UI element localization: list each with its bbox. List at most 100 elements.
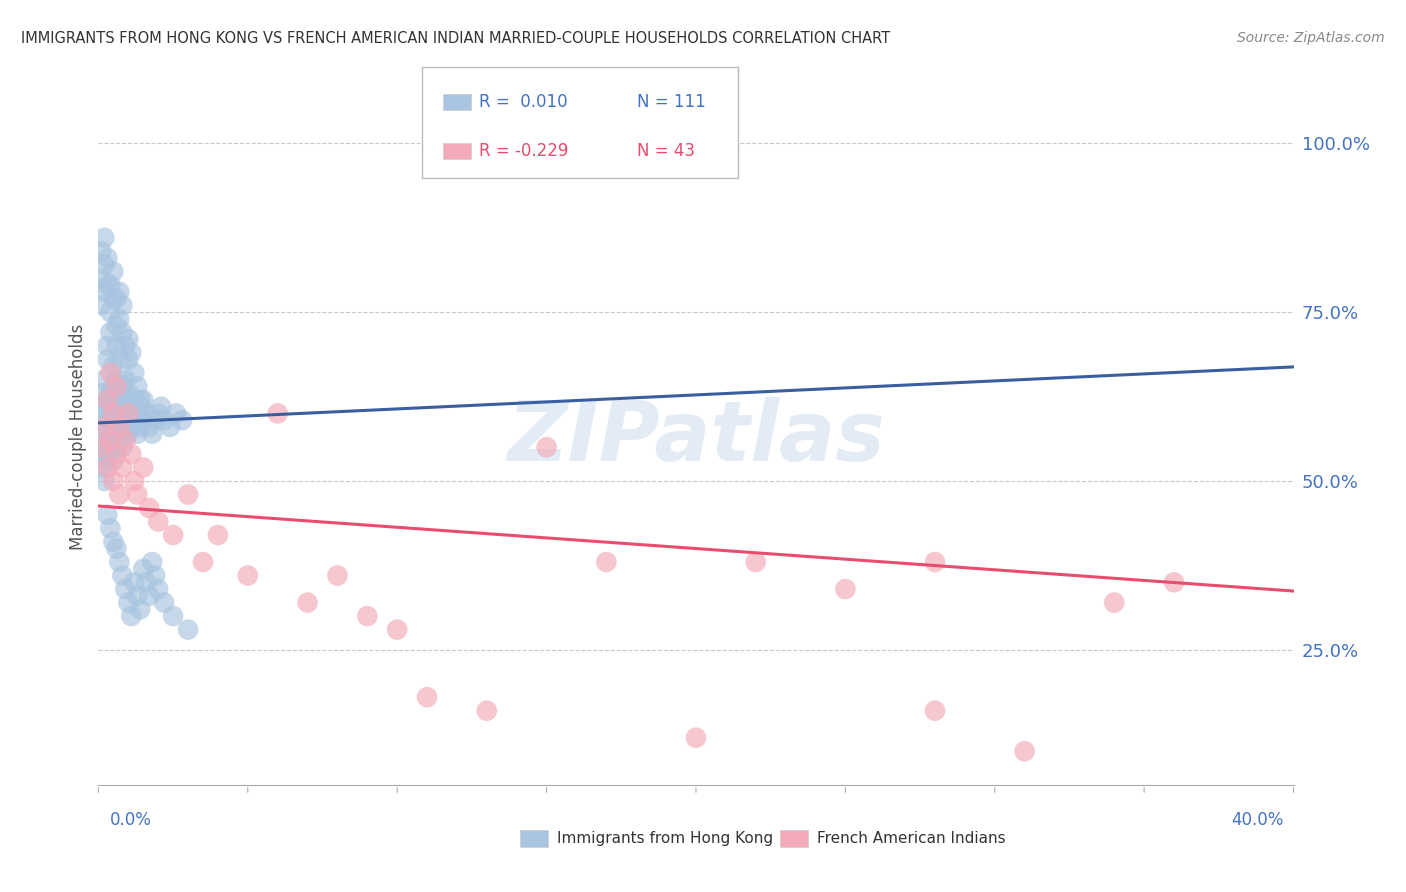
Point <box>127 379 149 393</box>
Point <box>132 392 155 407</box>
Point <box>103 400 125 414</box>
Point <box>111 400 134 414</box>
Point <box>1104 596 1126 610</box>
Point <box>165 406 187 420</box>
Point <box>138 589 160 603</box>
Point <box>111 298 134 312</box>
Text: ZIPatlas: ZIPatlas <box>508 397 884 477</box>
Point <box>117 406 139 420</box>
Point <box>93 474 115 488</box>
Point <box>132 562 155 576</box>
Point <box>98 326 122 340</box>
Point <box>834 582 856 596</box>
Point <box>105 447 128 461</box>
Point <box>108 555 131 569</box>
Point <box>105 413 128 427</box>
Point <box>105 292 128 306</box>
Point <box>595 555 617 569</box>
Text: R = -0.229: R = -0.229 <box>479 143 569 161</box>
Point <box>103 359 125 373</box>
Point <box>117 352 139 367</box>
Point <box>114 413 136 427</box>
Point <box>98 278 122 293</box>
Point <box>98 366 122 380</box>
Point <box>96 508 118 522</box>
Point <box>685 731 707 745</box>
Point <box>90 440 112 454</box>
Point <box>98 426 122 441</box>
Point <box>267 406 290 420</box>
Point <box>108 426 131 441</box>
Point <box>141 426 163 441</box>
Point <box>108 311 131 326</box>
Point <box>105 318 128 333</box>
Point <box>96 339 118 353</box>
Point <box>105 339 128 353</box>
Point <box>114 392 136 407</box>
Point <box>98 440 122 454</box>
Point <box>127 487 149 501</box>
Point <box>93 231 115 245</box>
Text: R =  0.010: R = 0.010 <box>479 93 568 112</box>
Point <box>135 406 157 420</box>
Point <box>93 420 115 434</box>
Point <box>297 596 319 610</box>
Point <box>924 555 946 569</box>
Point <box>108 487 131 501</box>
Point <box>96 460 118 475</box>
Point <box>129 602 152 616</box>
Text: N = 111: N = 111 <box>637 93 706 112</box>
Point <box>153 596 176 610</box>
Point <box>111 460 134 475</box>
Point <box>103 534 125 549</box>
Point <box>120 400 142 414</box>
Point <box>96 352 118 367</box>
Point <box>143 413 166 427</box>
Point <box>236 568 259 582</box>
Point <box>96 278 118 293</box>
Point <box>129 392 152 407</box>
Point <box>105 440 128 454</box>
Point <box>1014 744 1036 758</box>
Point <box>105 541 128 556</box>
Point <box>143 568 166 582</box>
Point <box>416 690 439 705</box>
Point <box>172 413 194 427</box>
Point <box>120 420 142 434</box>
Point <box>475 704 498 718</box>
Point <box>129 420 152 434</box>
Point <box>98 386 122 401</box>
Point <box>162 528 184 542</box>
Point <box>90 298 112 312</box>
Point <box>177 487 200 501</box>
Point <box>114 373 136 387</box>
Point <box>138 420 160 434</box>
Point <box>207 528 229 542</box>
Point <box>103 406 125 420</box>
Point <box>924 704 946 718</box>
Point <box>96 392 118 407</box>
Point <box>98 434 122 448</box>
Text: Source: ZipAtlas.com: Source: ZipAtlas.com <box>1237 31 1385 45</box>
Point <box>96 251 118 265</box>
Point <box>177 623 200 637</box>
Text: 0.0%: 0.0% <box>110 811 152 829</box>
Point <box>90 460 112 475</box>
Point <box>148 582 170 596</box>
Point <box>103 454 125 468</box>
Point <box>108 285 131 299</box>
Point <box>90 271 112 285</box>
Point <box>120 447 142 461</box>
Point <box>103 420 125 434</box>
Y-axis label: Married-couple Households: Married-couple Households <box>69 324 87 550</box>
Point <box>132 460 155 475</box>
Point <box>135 575 157 590</box>
Point <box>117 386 139 401</box>
Point <box>117 426 139 441</box>
Point <box>114 339 136 353</box>
Point <box>124 413 146 427</box>
Point <box>536 440 558 454</box>
Point <box>90 440 112 454</box>
Point <box>111 440 134 454</box>
Point <box>96 454 118 468</box>
